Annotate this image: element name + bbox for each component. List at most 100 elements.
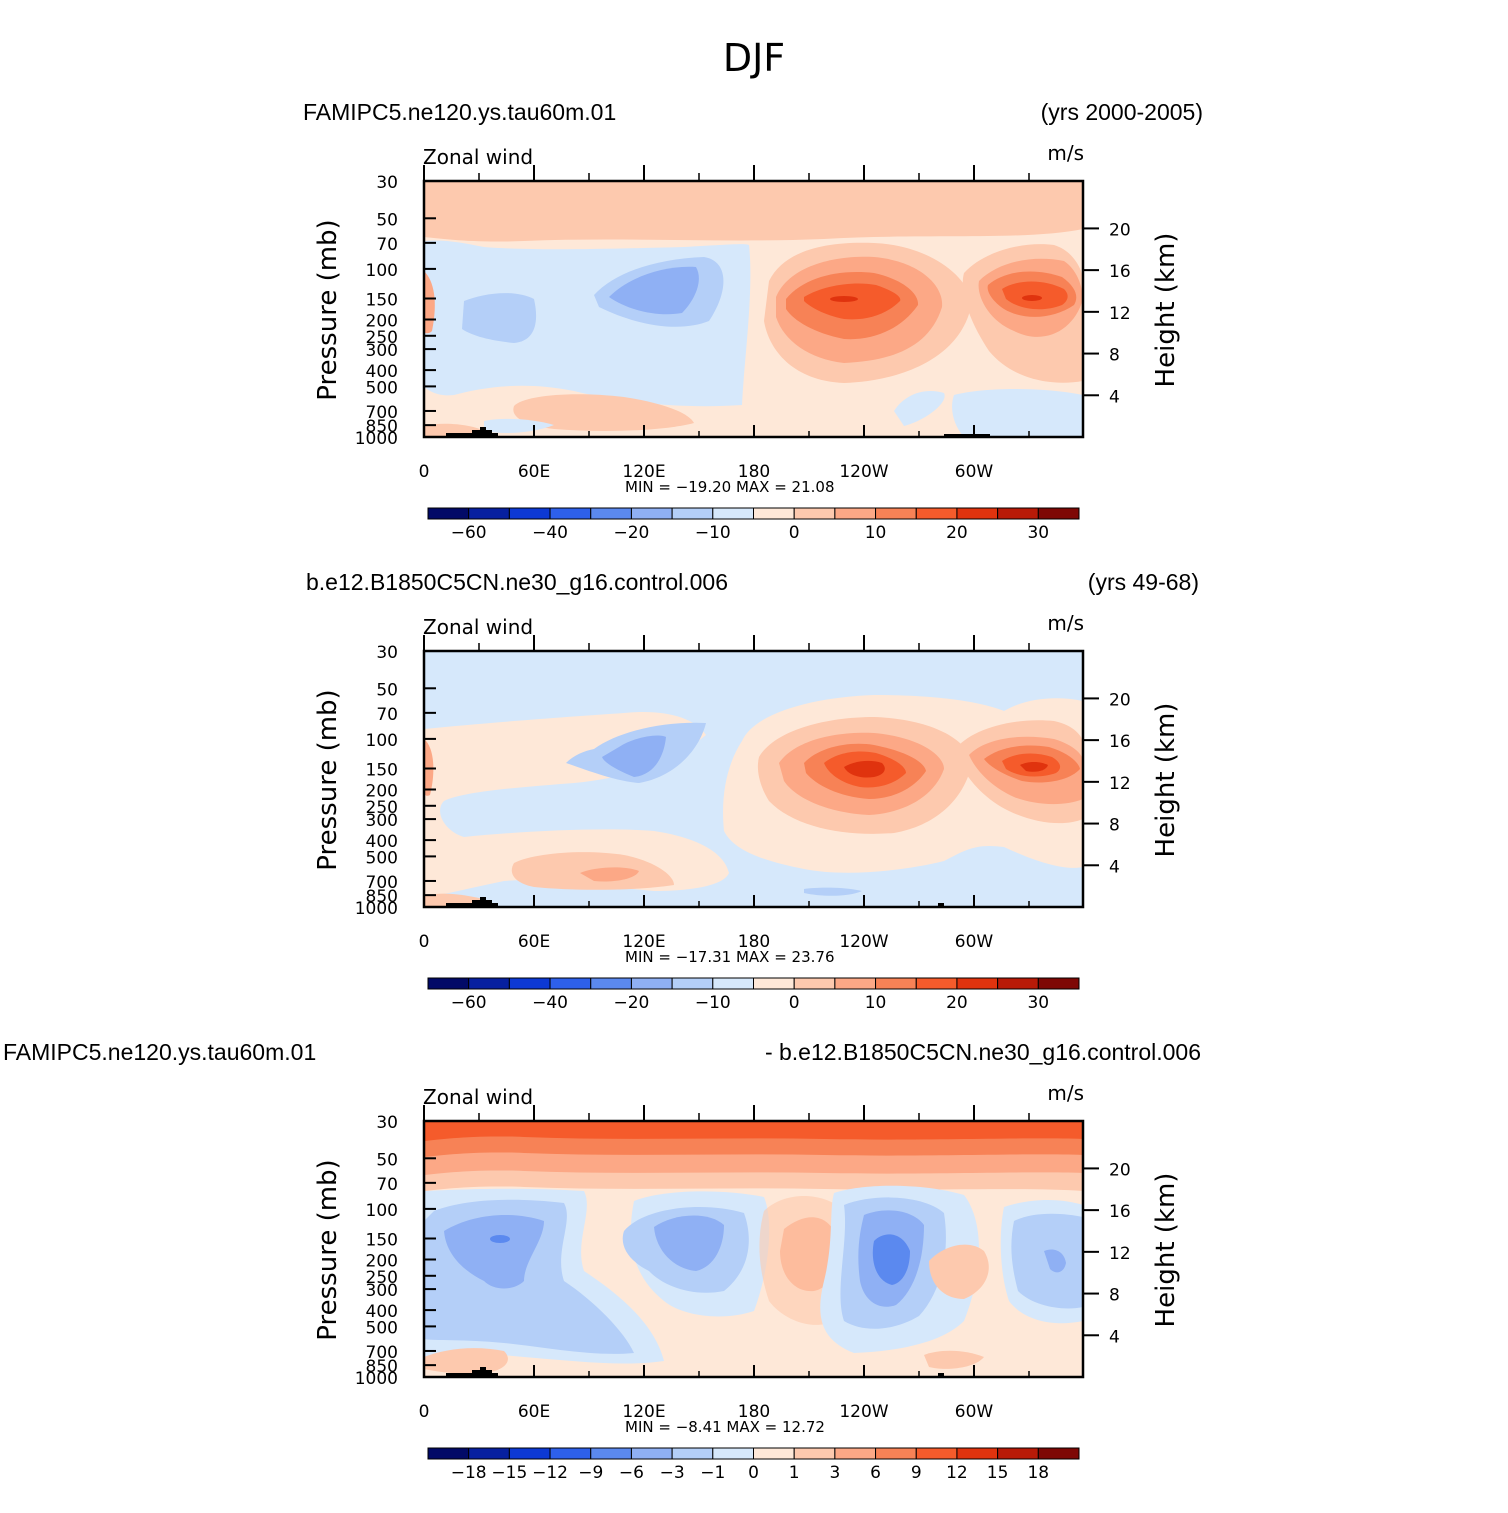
y-right-tick-label: 16 <box>1109 732 1131 752</box>
y-tick-label: 500 <box>366 848 398 868</box>
panel-2: b.e12.B1850C5CN.ne30_g16.control.006 (yr… <box>306 569 1199 966</box>
y-tick-label: 50 <box>376 210 398 230</box>
y-right-tick-label: 12 <box>1109 774 1131 794</box>
y-right-axis-label: Height (km) <box>1151 233 1181 388</box>
y-tick-label: 100 <box>366 1201 398 1221</box>
colorbar-swatch <box>793 507 836 520</box>
colorbar-swatch <box>468 977 510 990</box>
colorbar-swatch <box>753 1447 795 1460</box>
y-right-tick-label: 20 <box>1109 1160 1131 1180</box>
y-tick-label: 500 <box>366 1318 398 1338</box>
panel-right-title: (yrs 2000-2005) <box>1041 99 1203 125</box>
x-tick-label: 60W <box>955 1402 994 1422</box>
panel-3: FAMIPC5.ne120.ys.tau60m.01 - b.e12.B1850… <box>3 1039 1201 1436</box>
units-label: m/s <box>1047 611 1084 635</box>
plot-area <box>422 1119 1085 1379</box>
x-tick-label: 120W <box>839 932 888 952</box>
y-tick-label: 400 <box>366 1302 398 1322</box>
colorbar-swatch <box>630 507 673 520</box>
colorbar-label: −3 <box>660 1463 685 1483</box>
y-right-tick-label: 8 <box>1109 346 1120 366</box>
x-tick-label: 120E <box>622 462 665 482</box>
colorbar-swatch <box>1037 507 1080 520</box>
colorbar-swatch <box>915 507 958 520</box>
colorbar-label: −15 <box>491 1463 527 1483</box>
colorbar-swatch <box>834 507 877 520</box>
colorbar-swatch <box>875 977 917 990</box>
units-label: m/s <box>1047 1081 1084 1105</box>
colorbar-label: −60 <box>451 523 487 543</box>
colorbar-swatch <box>468 1447 510 1460</box>
contour-cool-1 <box>484 418 554 433</box>
y-tick-label: 30 <box>376 643 398 663</box>
y-tick-label: 1000 <box>355 1369 398 1389</box>
colorbar-label: 0 <box>789 993 800 1013</box>
contour-warm-1 <box>929 1244 989 1299</box>
y-right-tick-label: 12 <box>1109 1244 1131 1264</box>
contour-warm-2 <box>424 739 434 796</box>
colorbar-swatch <box>997 977 1039 990</box>
y-right-tick-label: 4 <box>1109 387 1120 407</box>
colorbar-swatch <box>1037 977 1080 990</box>
colorbar-swatch <box>427 507 470 520</box>
colorbar-label: −9 <box>578 1463 603 1483</box>
colorbar-swatch <box>590 1447 632 1460</box>
y-tick-label: 250 <box>366 1268 398 1288</box>
y-tick-label: 200 <box>366 1252 398 1272</box>
y-tick-label: 1000 <box>355 429 398 449</box>
x-tick-label: 180 <box>738 932 770 952</box>
colorbar-swatch <box>956 977 999 990</box>
y-right-tick-label: 12 <box>1109 304 1131 324</box>
y-tick-label: 250 <box>366 328 398 348</box>
colorbar-swatch <box>671 507 714 520</box>
colorbar-swatch <box>549 507 592 520</box>
colorbar-label: −6 <box>619 1463 644 1483</box>
colorbar-swatch <box>834 1447 877 1460</box>
x-tick-label: 120W <box>839 1402 888 1422</box>
colorbar-label: 3 <box>829 1463 840 1483</box>
colorbar-swatch <box>997 507 1039 520</box>
colorbar-swatch <box>671 977 714 990</box>
colorbar-swatch <box>427 1447 470 1460</box>
y-axis-label: Pressure (mb) <box>313 1159 343 1340</box>
x-tick-label: 60E <box>518 932 550 952</box>
colorbar-swatch <box>956 1447 999 1460</box>
y-tick-label: 500 <box>366 378 398 398</box>
contour-cool-3 <box>609 266 699 315</box>
x-tick-label: 120W <box>839 462 888 482</box>
min-max-label: MIN = −8.41 MAX = 12.72 <box>625 1418 825 1436</box>
contour-cool-3 <box>1044 1249 1066 1273</box>
y-tick-label: 100 <box>366 731 398 751</box>
colorbar-swatch <box>753 507 795 520</box>
y-tick-label: 850 <box>366 1357 398 1377</box>
y-axis-label: Pressure (mb) <box>313 689 343 870</box>
colorbar-swatch <box>630 1447 673 1460</box>
variable-label: Zonal wind <box>423 615 533 639</box>
colorbar-swatch <box>508 977 551 990</box>
colorbar-swatch <box>590 977 632 990</box>
contour-cool-2 <box>1011 1213 1083 1309</box>
panel-left-title: FAMIPC5.ne120.ys.tau60m.01 <box>3 1039 316 1065</box>
colorbar-label: 30 <box>1027 523 1049 543</box>
colorbar-swatch <box>427 977 470 990</box>
y-tick-label: 150 <box>366 290 398 310</box>
x-tick-label: 60E <box>518 462 550 482</box>
contour-cool-3 <box>602 735 666 777</box>
plot-area <box>422 179 1085 439</box>
figure-title: DJF <box>723 36 785 80</box>
colorbar-swatch <box>793 977 836 990</box>
colorbar-label: 20 <box>946 523 968 543</box>
contour-cool-1 <box>894 391 945 426</box>
contour-cool-4 <box>872 1234 910 1285</box>
contour-warm-5 <box>1020 762 1048 772</box>
colorbar-label: 0 <box>748 1463 759 1483</box>
colorbar-swatch <box>508 507 551 520</box>
colorbar-swatch <box>915 1447 958 1460</box>
y-tick-label: 200 <box>366 782 398 802</box>
x-tick-label: 180 <box>738 462 770 482</box>
colorbar-swatch <box>671 1447 714 1460</box>
colorbar-label: 30 <box>1027 993 1049 1013</box>
contour-cool-1 <box>952 389 1083 437</box>
min-max-label: MIN = −19.20 MAX = 21.08 <box>625 478 835 496</box>
y-tick-label: 30 <box>376 173 398 193</box>
